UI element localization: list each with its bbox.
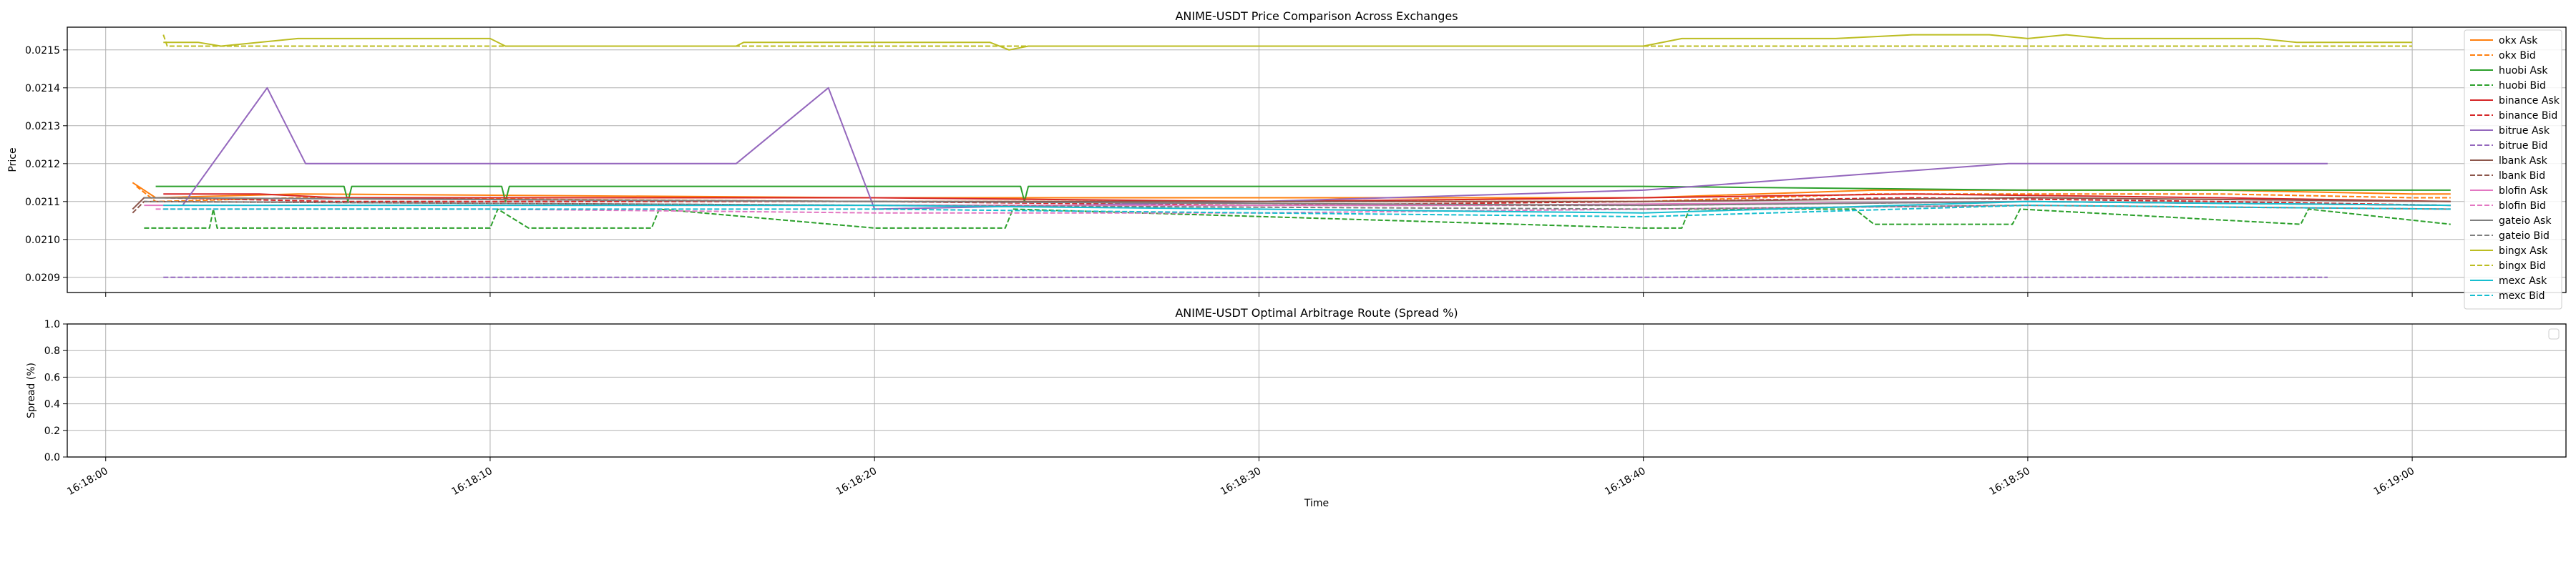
x-tick-label: 16:18:20 [834,466,879,498]
series-line-bingx-ask [163,34,2413,51]
y-tick-label: 0.0215 [25,45,60,56]
legend-item-lbank-ask: lbank Ask [2499,155,2548,167]
y-axis-label: Price [7,147,19,172]
y-tick-label: 0.6 [44,372,60,383]
legend-item-huobi-bid: huobi Bid [2499,80,2546,92]
x-tick-label: 16:18:10 [449,466,494,498]
legend-item-mexc-bid: mexc Bid [2499,290,2545,302]
x-tick-label: 16:18:50 [1987,466,2031,498]
y-tick-label: 0.2 [44,426,60,437]
price-plot-frame [67,26,2567,293]
y-tick-label: 0.8 [44,345,60,357]
legend-item-mexc-ask: mexc Ask [2499,275,2547,287]
spread-grid [67,323,2566,458]
series-line-mexc-bid [163,205,2451,217]
legend-item-gateio-ask: gateio Ask [2499,215,2552,227]
legend-item-bitrue-bid: bitrue Bid [2499,140,2547,152]
price-panel: ANIME-USDT Price Comparison Across Excha… [7,9,2567,310]
spread-chart-title: ANIME-USDT Optimal Arbitrage Route (Spre… [1175,306,1458,320]
y-tick-label: 0.4 [44,399,60,411]
legend-item-blofin-bid: blofin Bid [2499,200,2546,212]
price-grid [67,27,2566,293]
legend-item-bingx-bid: bingx Bid [2499,260,2546,272]
x-axis-label: Time [1304,498,1329,509]
chart-title: ANIME-USDT Price Comparison Across Excha… [1175,9,1458,23]
y-tick-label: 1.0 [44,319,60,330]
y-tick-label: 0.0209 [25,272,60,284]
series-line-huobi-bid [144,208,2451,229]
y-tick-label: 0.0210 [25,235,60,246]
legend-item-binance-ask: binance Ask [2499,95,2560,107]
x-tick-label: 16:18:40 [1603,466,1647,498]
price-series [132,34,2451,278]
spread-legend-empty [2548,328,2560,340]
series-line-binance-bid [163,197,2451,207]
series-line-gateio-bid [144,200,2451,210]
spread-panel: ANIME-USDT Optimal Arbitrage Route (Spre… [26,306,2567,509]
series-line-mexc-ask [163,200,2451,214]
legend-item-blofin-ask: blofin Ask [2499,185,2548,197]
legend-item-okx-bid: okx Bid [2499,50,2536,62]
legend-item-lbank-bid: lbank Bid [2499,170,2545,182]
legend-item-bingx-ask: bingx Ask [2499,245,2548,257]
spread-y-axis-label: Spread (%) [26,363,37,418]
spread-y-axis: 0.0 0.2 0.4 0.6 0.8 1.0 [44,319,67,463]
x-tick-label: 16:18:30 [1219,466,1263,498]
x-tick-label: 16:18:00 [65,466,109,498]
price-y-axis: 0.0209 0.0210 0.0211 0.0212 0.0213 0.0214 0.02… [25,45,67,284]
series-line-bingx-bid [162,34,2413,47]
legend-item-bitrue-ask: bitrue Ask [2499,125,2550,137]
series-line-bitrue-ask [182,87,2328,210]
series-line-lbank-ask [132,197,2451,210]
y-tick-label: 0.0211 [25,197,60,208]
y-tick-label: 0.0 [44,452,60,463]
x-tick-label: 16:19:00 [2372,466,2416,498]
y-tick-label: 0.0213 [25,121,60,132]
y-tick-label: 0.0212 [25,159,60,170]
price-x-axis [105,293,2413,297]
y-tick-label: 0.0214 [25,83,60,94]
legend: okx Ask okx Bid huobi Ask huobi Bid binance … [2464,29,2562,310]
legend-item-binance-bid: binance Bid [2499,110,2557,122]
spread-plot-frame [67,323,2567,458]
legend-item-okx-ask: okx Ask [2499,35,2538,46]
legend-item-gateio-bid: gateio Bid [2499,230,2550,242]
spread-x-axis: 16:18:00 16:18:10 16:18:20 16:18:30 16:18:40… [65,457,2416,498]
legend-item-huobi-ask: huobi Ask [2499,65,2548,77]
